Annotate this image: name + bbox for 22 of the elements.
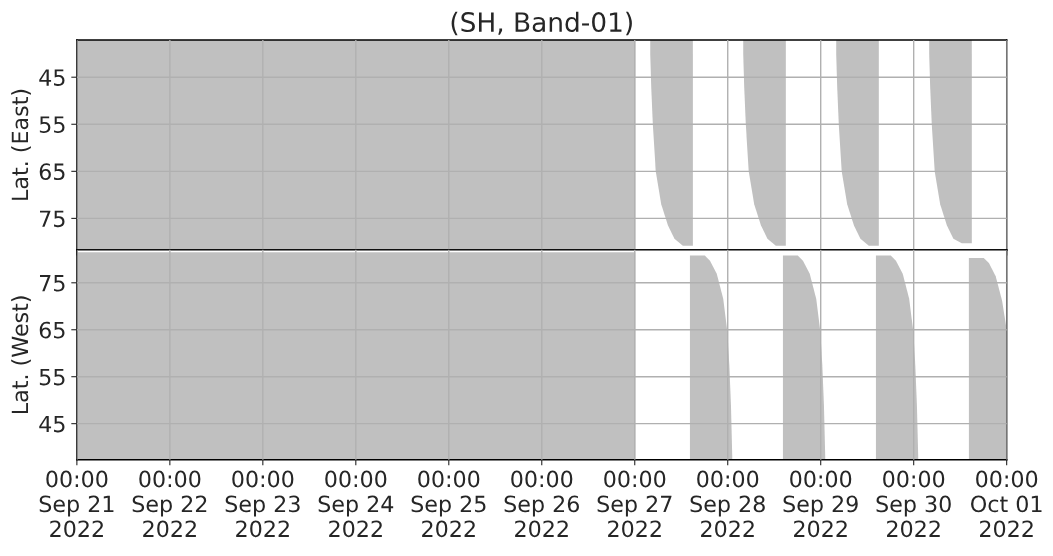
y-tick-label: 75: [40, 210, 65, 228]
chart-title: (SH, Band-01): [451, 11, 632, 36]
x-tick-label: 00:00 Sep 21 2022: [39, 470, 114, 538]
y-tick-label: 65: [39, 163, 65, 181]
y-axis-title: Lat. (West): [11, 296, 31, 414]
x-tick-label: 00:00 Sep 23 2022: [225, 470, 300, 538]
x-tick-label: 00:00 Sep 27 2022: [597, 470, 672, 538]
x-tick-label: 00:00 Sep 25 2022: [411, 470, 486, 538]
x-tick-label: 00:00 Sep 30 2022: [876, 470, 951, 538]
y-tick-label: 75: [40, 275, 65, 292]
y-tick-label: 65: [39, 321, 65, 339]
x-tick-label: 00:00 Oct 01 2022: [971, 470, 1042, 538]
y-tick-label: 55: [39, 116, 65, 134]
y-axis-title: Lat. (East): [11, 89, 31, 200]
y-tick-label: 55: [39, 368, 65, 386]
x-tick-label: 00:00 Sep 26 2022: [504, 470, 579, 538]
x-tick-label: 00:00 Sep 24 2022: [318, 470, 394, 538]
x-tick-label: 00:00 Sep 28 2022: [690, 470, 765, 538]
y-tick-label: 45: [39, 415, 65, 433]
x-tick-label: 00:00 Sep 22 2022: [132, 470, 207, 538]
y-tick-label: 45: [39, 69, 65, 86]
x-tick-label: 00:00 Sep 29 2022: [783, 470, 858, 538]
